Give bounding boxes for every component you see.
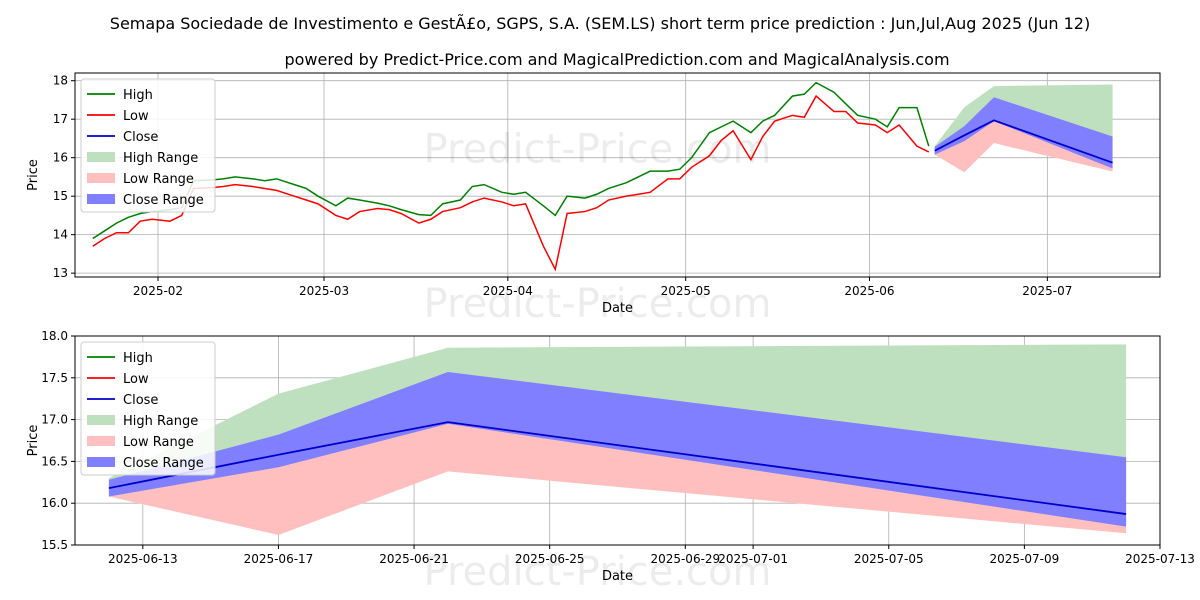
x-axis-label: Date bbox=[602, 569, 633, 584]
y-tick-label: 14 bbox=[53, 228, 68, 242]
legend-swatch-low-range bbox=[87, 173, 115, 183]
bottom-panel: 15.5 16.0 16.5 17.0 17.5 18.0 2025-06-13 2025-0… bbox=[26, 329, 1195, 595]
close-range-band bbox=[934, 97, 1113, 169]
close-range-band bbox=[108, 371, 1127, 527]
y-tick-label: 13 bbox=[53, 266, 68, 280]
legend-label-close: Close bbox=[123, 130, 158, 145]
x-tick-label: 2025-06 bbox=[844, 284, 894, 298]
y-tick-label: 18.0 bbox=[41, 329, 68, 343]
plot-area bbox=[92, 81, 1113, 272]
watermark: Predict-Price.com bbox=[424, 126, 772, 172]
y-tick-label: 16 bbox=[53, 151, 68, 165]
x-tick-label: 2025-06-13 bbox=[108, 552, 178, 566]
legend-label-low-range: Low Range bbox=[123, 435, 194, 450]
legend-label-low-range: Low Range bbox=[123, 172, 194, 187]
legend-swatch-close-range bbox=[87, 457, 115, 467]
y-tick-label: 15.5 bbox=[41, 538, 68, 552]
x-tick-label: 2025-07-09 bbox=[990, 552, 1060, 566]
x-tick-label: 2025-07 bbox=[1022, 284, 1072, 298]
x-tick-label: 2025-07-01 bbox=[718, 552, 788, 566]
low-range-band bbox=[934, 120, 1113, 173]
x-tick-label: 2025-04 bbox=[483, 284, 533, 298]
legend-swatch-low-range bbox=[87, 436, 115, 446]
legend-label-close: Close bbox=[123, 393, 158, 408]
legend-label-high-range: High Range bbox=[123, 151, 198, 166]
chart-subtitle: powered by Predict-Price.com and Magical… bbox=[284, 50, 949, 69]
legend-swatch-high-range bbox=[87, 152, 115, 162]
y-tick-label: 17.5 bbox=[41, 371, 68, 385]
low-range-band bbox=[108, 422, 1127, 535]
axes-frame bbox=[74, 72, 1161, 278]
y-tick-label: 15 bbox=[53, 189, 68, 203]
axes-frame bbox=[74, 335, 1161, 546]
legend-label-close-range: Close Range bbox=[123, 193, 204, 208]
y-tick-label: 16.5 bbox=[41, 454, 68, 468]
plot-area bbox=[108, 344, 1127, 535]
legend-label-high: High bbox=[123, 88, 153, 103]
watermark: Predict-Price.com bbox=[424, 281, 772, 327]
legend-label-close-range: Close Range bbox=[123, 456, 204, 471]
y-tick-label: 17.0 bbox=[41, 413, 68, 427]
y-tick-label: 17 bbox=[53, 112, 68, 126]
x-axis-label: Date bbox=[602, 301, 633, 316]
chart-title: Semapa Sociedade de Investimento e GestÃ… bbox=[110, 14, 1090, 33]
legend-swatch-close-range bbox=[87, 194, 115, 204]
close-line bbox=[934, 119, 1113, 164]
legend-label-low: Low bbox=[123, 372, 149, 387]
x-tick-label: 2025-03 bbox=[299, 284, 349, 298]
legend-label-high: High bbox=[123, 351, 153, 366]
x-tick-label: 2025-05 bbox=[661, 284, 711, 298]
x-tick-label: 2025-06-29 bbox=[650, 552, 720, 566]
x-tick-label: 2025-07-13 bbox=[1125, 552, 1195, 566]
high-line bbox=[92, 81, 930, 240]
x-tick-label: 2025-06-17 bbox=[244, 552, 314, 566]
legend-label-high-range: High Range bbox=[123, 414, 198, 429]
x-tick-label: 2025-02 bbox=[133, 284, 183, 298]
low-line bbox=[92, 94, 930, 272]
x-tick-label: 2025-06-25 bbox=[515, 552, 585, 566]
x-tick-label: 2025-07-05 bbox=[854, 552, 924, 566]
y-axis-label: Price bbox=[26, 159, 41, 191]
legend-swatch-high-range bbox=[87, 415, 115, 425]
watermark: Predict-Price.com bbox=[424, 549, 772, 595]
y-axis-label: Price bbox=[26, 425, 41, 457]
y-tick-label: 16.0 bbox=[41, 496, 68, 510]
x-tick-label: 2025-06-21 bbox=[379, 552, 449, 566]
legend-label-low: Low bbox=[123, 109, 149, 124]
y-tick-label: 18 bbox=[53, 74, 68, 88]
top-panel: 13 14 15 16 17 18 2025-02 2025-03 2025-04 2025-05… bbox=[26, 72, 1161, 327]
